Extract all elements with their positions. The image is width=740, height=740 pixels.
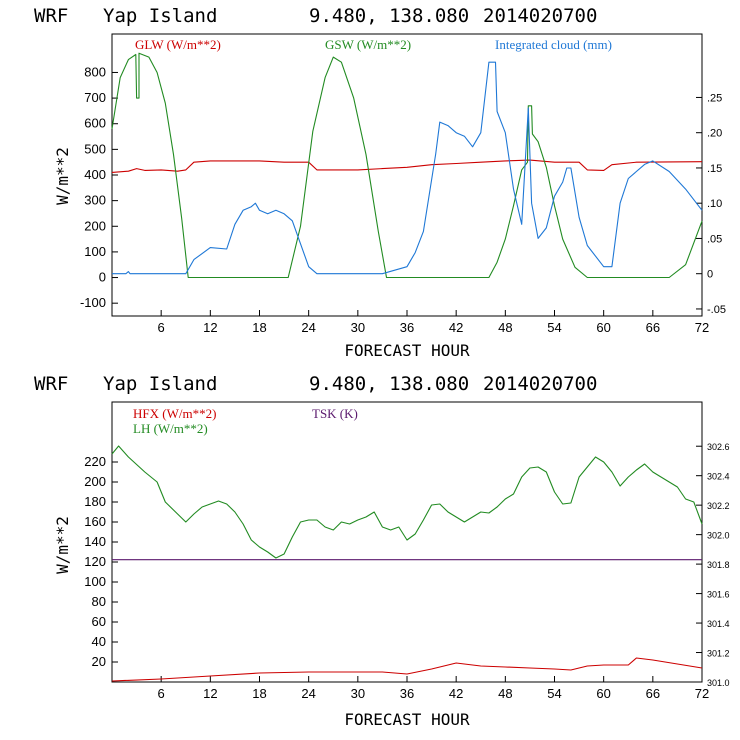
bottom-series-group (111, 445, 703, 682)
legend-lh: LH (W/m**2) (133, 421, 208, 436)
y-tick-label: 100 (84, 574, 106, 589)
x-tick-label: 54 (547, 320, 561, 335)
legend-integrated-cloud: Integrated cloud (mm) (495, 37, 612, 52)
y2-tick-label: -.05 (707, 304, 726, 316)
series-line-lh (111, 445, 703, 559)
x-tick-label: 18 (252, 686, 266, 701)
bottom-y2-axis: 301.0 301.2 301.4 301.6 301.8 302.0 302.2 302.4… (696, 442, 730, 688)
top-y2-axis: -.05 0 .05 .10 .15 .20 .25 (696, 92, 726, 316)
x-tick-label: 48 (498, 686, 512, 701)
x-tick-label: 24 (301, 320, 315, 335)
y2-tick-label: .05 (707, 233, 722, 245)
y-tick-label: 100 (84, 244, 106, 259)
top-x-axis-label: FORECAST HOUR (344, 341, 470, 360)
top-header-coords: 9.480, 138.080 (309, 5, 469, 27)
y2-tick-label: .20 (707, 128, 722, 140)
y-tick-label: 140 (84, 534, 106, 549)
x-tick-label: 60 (596, 686, 610, 701)
bottom-x-axis: 6 12 18 24 30 36 42 48 54 60 66 72 (158, 676, 709, 701)
y2-tick-label: .15 (707, 163, 722, 175)
bottom-header-coords: 9.480, 138.080 (309, 373, 469, 395)
x-tick-label: 66 (646, 686, 660, 701)
y2-tick-label: 301.6 (707, 590, 730, 600)
top-plot-frame (111, 33, 703, 317)
y-tick-label: 800 (84, 64, 106, 79)
x-tick-label: 72 (695, 320, 709, 335)
bottom-header-model: WRF (34, 373, 68, 395)
x-tick-label: 72 (695, 686, 709, 701)
x-tick-label: 42 (449, 686, 463, 701)
x-tick-label: 48 (498, 320, 512, 335)
y2-tick-label: .10 (707, 198, 722, 210)
y-tick-label: 160 (84, 514, 106, 529)
x-tick-label: 66 (646, 320, 660, 335)
series-line-gsw (111, 52, 703, 279)
x-tick-label: 12 (203, 686, 217, 701)
series-line-integrated (112, 61, 703, 275)
x-tick-label: 30 (351, 686, 365, 701)
y-tick-label: 500 (84, 141, 106, 156)
bottom-header-station: Yap Island (103, 373, 217, 395)
series-line-hfx (111, 657, 703, 682)
chart-bottom: WRF Yap Island 9.480, 138.080 2014020700… (34, 373, 730, 729)
y-tick-label: 200 (84, 218, 106, 233)
series-line-glw (111, 159, 703, 173)
y-tick-label: -100 (80, 295, 106, 310)
y2-tick-label: 302.2 (707, 501, 730, 511)
x-tick-label: 30 (351, 320, 365, 335)
y-tick-label: 60 (92, 614, 106, 629)
y-tick-label: 0 (99, 270, 106, 285)
y-tick-label: 400 (84, 167, 106, 182)
x-tick-label: 36 (400, 320, 414, 335)
y2-tick-label: .25 (707, 92, 722, 104)
x-tick-label: 36 (400, 686, 414, 701)
y2-tick-label: 301.4 (707, 619, 730, 629)
top-y-axis: -100 0 100 200 300 400 500 600 700 800 (80, 64, 118, 310)
x-tick-label: 6 (158, 320, 165, 335)
top-series-group (111, 52, 703, 279)
top-header-model: WRF (34, 5, 68, 27)
x-tick-label: 54 (547, 686, 561, 701)
bottom-header-init: 2014020700 (483, 373, 597, 395)
y-tick-label: 40 (92, 634, 106, 649)
y2-tick-label: 0 (707, 269, 713, 281)
y-tick-label: 300 (84, 193, 106, 208)
top-x-axis: 6 12 18 24 30 36 42 48 54 60 66 72 (158, 310, 709, 335)
y-tick-label: 700 (84, 90, 106, 105)
bottom-y-axis-label: W/m**2 (53, 516, 72, 574)
top-header-station: Yap Island (103, 5, 217, 27)
y-tick-label: 180 (84, 494, 106, 509)
y-tick-label: 120 (84, 554, 106, 569)
chart-top: WRF Yap Island 9.480, 138.080 2014020700… (34, 5, 726, 360)
x-tick-label: 24 (301, 686, 315, 701)
y-tick-label: 20 (92, 654, 106, 669)
x-tick-label: 12 (203, 320, 217, 335)
y-tick-label: 200 (84, 474, 106, 489)
legend-tsk: TSK (K) (312, 406, 358, 421)
bottom-plot-frame (111, 401, 703, 683)
x-tick-label: 6 (158, 686, 165, 701)
y2-tick-label: 302.4 (707, 472, 730, 482)
legend-hfx: HFX (W/m**2) (133, 406, 216, 421)
y2-tick-label: 302.6 (707, 442, 730, 452)
x-tick-label: 42 (449, 320, 463, 335)
legend-gsw: GSW (W/m**2) (325, 37, 411, 52)
y2-tick-label: 301.2 (707, 649, 730, 659)
y-tick-label: 600 (84, 116, 106, 131)
bottom-y-axis: 20 40 60 80 100 120 140 160 180 200 220 (84, 454, 118, 669)
bottom-x-axis-label: FORECAST HOUR (344, 710, 470, 729)
y-tick-label: 80 (92, 594, 106, 609)
legend-glw: GLW (W/m**2) (135, 37, 221, 52)
y-tick-label: 220 (84, 454, 106, 469)
x-tick-label: 60 (596, 320, 610, 335)
y2-tick-label: 302.0 (707, 531, 730, 541)
y2-tick-label: 301.8 (707, 560, 730, 570)
x-tick-label: 18 (252, 320, 266, 335)
y2-tick-label: 301.0 (707, 678, 730, 688)
top-y-axis-label: W/m**2 (53, 147, 72, 205)
top-header-init: 2014020700 (483, 5, 597, 27)
